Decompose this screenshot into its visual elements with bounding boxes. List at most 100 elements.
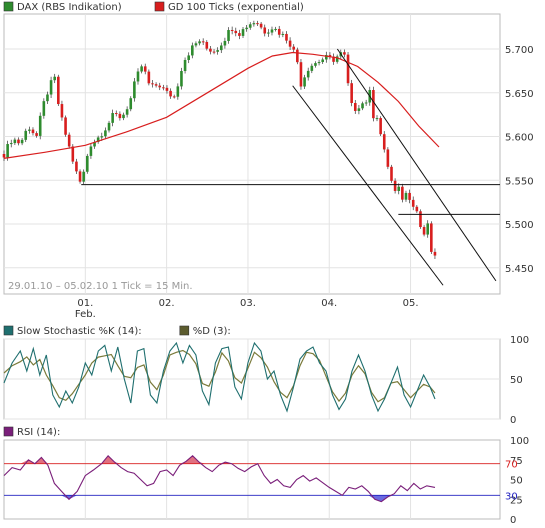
stoch-y-tick: 0 [510,415,516,426]
candle-body [241,29,245,36]
price-y-tick: 5.500 [505,220,534,231]
candle-body [187,55,190,60]
candle-body [350,83,353,103]
chart-caption: 29.01.10 – 05.02.10 1 Tick = 15 Min. [8,281,193,292]
candle-body [426,223,430,235]
candle-body [219,45,223,51]
candle-body [154,84,158,86]
candle-body [194,43,198,46]
rsi-reference-label: 70 [505,460,518,471]
candle-body [9,143,13,145]
candle-body [259,23,263,28]
candle-series [2,20,437,260]
rsi-panel [3,439,501,520]
candle-body [285,33,288,41]
candle-body [89,146,93,156]
candle-body [361,103,364,109]
candle-body [104,130,107,137]
candle-body [238,33,241,36]
candle-body [82,171,85,182]
stoch-k-line [3,341,436,413]
candle-body [118,113,122,119]
price-y-tick: 5.650 [505,89,534,100]
candle-body [430,223,433,252]
price-y-tick: 5.450 [505,264,534,275]
price-y-tick: 5.700 [505,45,534,56]
candle-body [252,23,256,25]
price-legend-label: DAX (RBS Indikation) [17,2,122,13]
candle-body [332,56,335,62]
rsi-reference-label: 30 [505,491,518,502]
candle-body [433,251,437,256]
candle-body [415,206,419,212]
candle-body [325,54,328,60]
price-legend-swatch [3,1,14,12]
x-tick-label: 02. [159,298,175,309]
candle-body [75,161,78,172]
candle-body [38,115,42,136]
candle-body [136,71,140,82]
stoch-d-line [3,349,436,403]
candle-body [397,186,401,191]
candle-body [296,49,299,63]
candle-body [346,54,350,84]
candle-body [306,70,310,78]
candle-body [111,113,114,123]
candle-body [2,154,6,158]
candle-body [419,211,422,228]
candle-body [24,130,28,140]
candle-body [165,87,169,91]
candle-body [299,62,303,87]
candle-body [248,24,252,28]
candle-body [303,77,306,87]
candle-body [183,59,187,72]
candle-body [129,98,133,110]
candle-body [13,139,17,144]
candle-body [191,45,194,56]
stoch-legend-label: Slow Stochastic %K (14): [17,326,142,337]
candle-body [328,54,332,57]
candle-body [198,41,201,44]
candle-body [227,30,230,41]
candle-body [169,90,172,97]
candle-body [230,30,234,32]
candle-body [401,186,404,200]
x-tick-label: 01. [77,298,93,309]
candle-body [310,65,314,71]
candle-body [386,149,390,167]
candle-body [288,40,292,47]
rsi-y-tick: 75 [510,456,523,467]
candle-body [216,50,219,52]
candle-body [314,63,317,66]
rsi-legend-swatch [3,426,14,437]
candle-body [411,199,415,207]
candle-body [379,118,382,135]
rsi-overbought-fill [4,455,435,464]
candle-body [205,41,209,49]
candle-body [93,141,96,147]
candle-body [382,134,386,150]
candle-body [270,29,274,33]
trend-channel-line [292,85,444,286]
candle-body [256,23,259,25]
candle-body [78,171,82,182]
candle-body [267,32,270,34]
candle-body [408,192,411,200]
stoch-legend-swatch [3,325,14,336]
candle-body [223,40,227,46]
price-legend-swatch [154,1,165,12]
stoch-legend-label: %D (3): [193,326,231,337]
candle-body [53,76,57,81]
candle-body [42,101,46,116]
rsi-legend-label: RSI (14): [17,427,60,438]
x-tick-label: 04. [321,298,337,309]
candle-body [57,76,60,105]
candle-body [28,129,31,131]
candle-body [263,27,267,34]
candle-body [422,227,426,235]
x-tick-label: 05. [403,298,419,309]
candle-body [67,134,71,147]
candle-body [20,139,24,144]
candle-body [6,144,9,158]
stoch-y-tick: 100 [510,335,529,346]
